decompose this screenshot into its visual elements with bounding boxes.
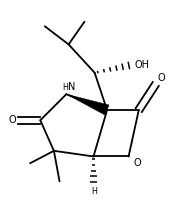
Text: OH: OH bbox=[134, 60, 149, 70]
Polygon shape bbox=[66, 94, 109, 115]
Text: O: O bbox=[8, 115, 16, 125]
Text: O: O bbox=[158, 73, 165, 83]
Text: H: H bbox=[91, 187, 97, 196]
Text: H: H bbox=[62, 83, 68, 92]
Text: O: O bbox=[133, 158, 141, 168]
Text: N: N bbox=[68, 82, 76, 92]
